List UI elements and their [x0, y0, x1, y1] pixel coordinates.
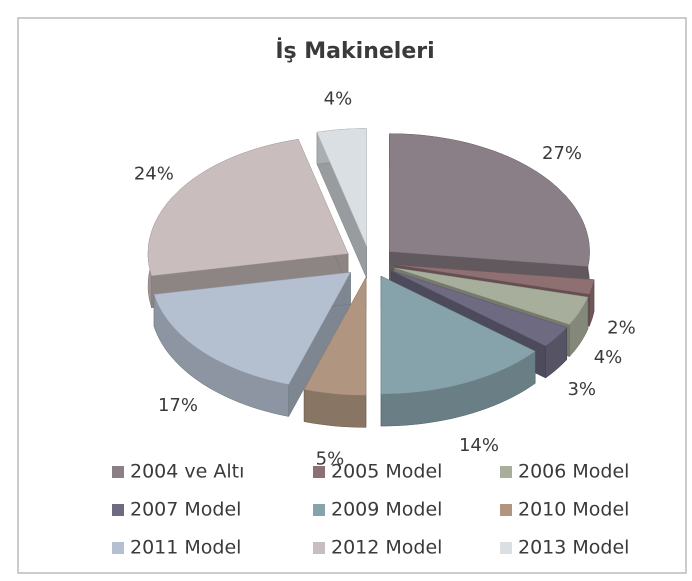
- legend-swatch: [112, 466, 124, 478]
- legend-swatch: [500, 466, 512, 478]
- data-label: 14%: [459, 435, 499, 456]
- chart-title: İş Makineleri: [275, 38, 434, 64]
- legend-swatch: [313, 504, 325, 516]
- legend-label: 2012 Model: [331, 537, 442, 559]
- slice: [394, 267, 589, 325]
- legend-swatch: [313, 466, 325, 478]
- data-label: 4%: [594, 347, 623, 368]
- slice: [147, 139, 349, 277]
- data-label: 24%: [134, 163, 174, 184]
- slice: [316, 128, 367, 247]
- legend-label: 2005 Model: [331, 461, 442, 483]
- data-label: 4%: [324, 89, 353, 110]
- legend-label: 2006 Model: [518, 461, 629, 483]
- slice: [391, 270, 568, 347]
- data-label: 27%: [542, 143, 582, 164]
- legend-swatch: [313, 542, 325, 554]
- legend-swatch: [500, 504, 512, 516]
- legend-label: 2004 ve Altı: [130, 461, 244, 483]
- legend-swatch: [112, 542, 124, 554]
- slice: [389, 133, 590, 267]
- slice: [395, 264, 595, 295]
- legend-label: 2009 Model: [331, 499, 442, 521]
- legend-label: 2007 Model: [130, 499, 241, 521]
- legend-swatch: [112, 504, 124, 516]
- legend-label: 2011 Model: [130, 537, 241, 559]
- slice: [303, 277, 367, 396]
- legend-label: 2013 Model: [518, 537, 629, 559]
- slice: [153, 272, 351, 385]
- data-label: 3%: [567, 379, 596, 400]
- data-label: 2%: [607, 318, 636, 339]
- pie: [147, 128, 595, 428]
- legend-label: 2010 Model: [518, 499, 629, 521]
- slice: [380, 275, 536, 395]
- data-label: 17%: [158, 395, 198, 416]
- legend-swatch: [500, 542, 512, 554]
- data-label: 5%: [316, 449, 345, 470]
